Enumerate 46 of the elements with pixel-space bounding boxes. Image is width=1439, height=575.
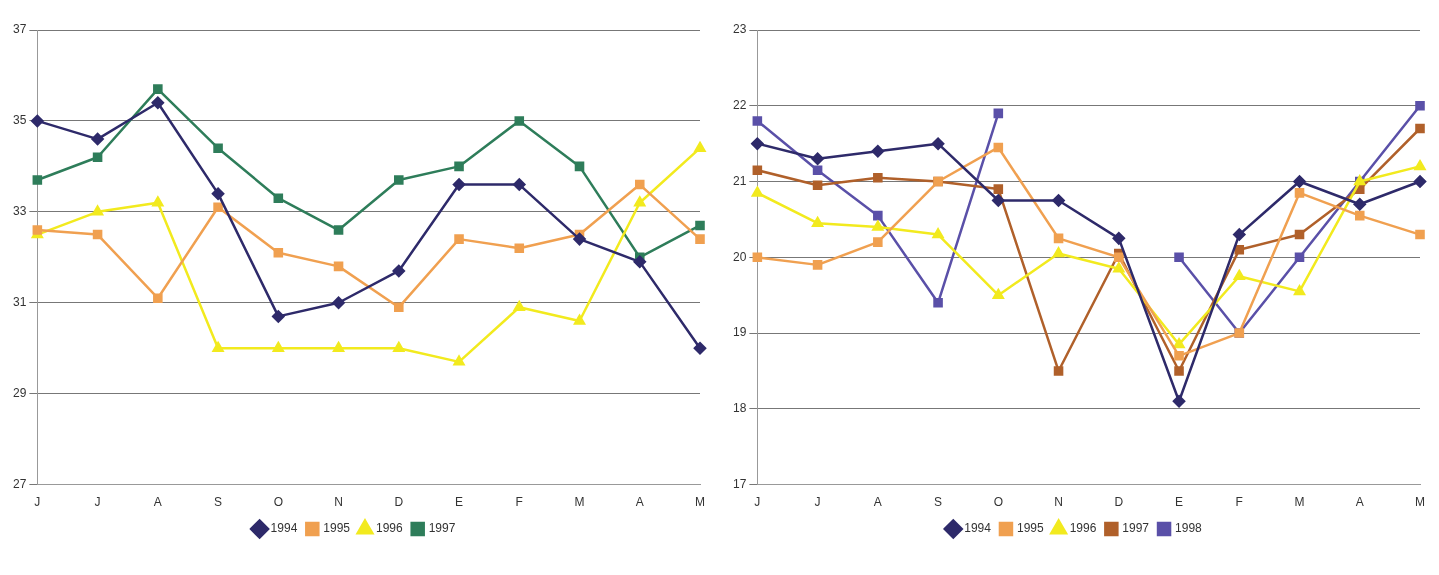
x-tick-label: J (814, 495, 821, 510)
x-tick-label: M (574, 495, 585, 510)
legend-label: 1997 (1122, 521, 1150, 536)
x-tick-label: E (455, 495, 464, 510)
x-tick-label: N (1054, 495, 1063, 510)
x-tick-label: D (394, 495, 404, 510)
y-tick-label: 19 (732, 325, 747, 340)
y-tick-label: 21 (732, 173, 747, 188)
x-tick-label: O (993, 495, 1003, 510)
y-tick-label: 27 (12, 476, 27, 491)
x-tick-label: E (1175, 495, 1184, 510)
x-tick-label: A (153, 495, 162, 510)
y-tick-label: 17 (732, 476, 747, 491)
y-tick-label: 20 (732, 249, 747, 264)
x-tick-label: M (1415, 495, 1425, 510)
legend-label: 1998 (1175, 521, 1203, 536)
legend-label: 1994 (270, 521, 298, 536)
legend-label: 1996 (1069, 521, 1097, 536)
x-tick-label: F (1235, 495, 1243, 510)
y-tick-label: 35 (12, 113, 27, 128)
y-tick-label: 37 (12, 22, 27, 37)
x-tick-label: J (34, 495, 41, 510)
legend-label: 1994 (964, 521, 992, 536)
y-tick-label: 23 (732, 22, 747, 37)
x-tick-label: A (635, 495, 644, 510)
y-tick-label: 29 (12, 385, 27, 400)
x-tick-label: M (1294, 495, 1305, 510)
x-tick-label: D (1114, 495, 1124, 510)
x-tick-label: A (1355, 495, 1364, 510)
x-tick-label: J (94, 495, 101, 510)
x-tick-label: N (334, 495, 343, 510)
x-tick-label: O (273, 495, 283, 510)
x-tick-label: A (873, 495, 882, 510)
x-tick-label: F (515, 495, 523, 510)
x-tick-label: M (695, 495, 705, 510)
legend-label: 1997 (428, 521, 456, 536)
y-tick-label: 31 (12, 295, 27, 310)
legend-label: 1995 (323, 521, 351, 536)
y-tick-label: 22 (732, 98, 747, 113)
x-tick-label: J (754, 495, 761, 510)
y-tick-label: 18 (732, 401, 747, 416)
x-tick-label: S (934, 495, 943, 510)
x-tick-label: S (214, 495, 223, 510)
legend-label: 1996 (376, 521, 404, 536)
y-tick-label: 33 (12, 204, 27, 219)
legend-label: 1995 (1016, 521, 1044, 536)
